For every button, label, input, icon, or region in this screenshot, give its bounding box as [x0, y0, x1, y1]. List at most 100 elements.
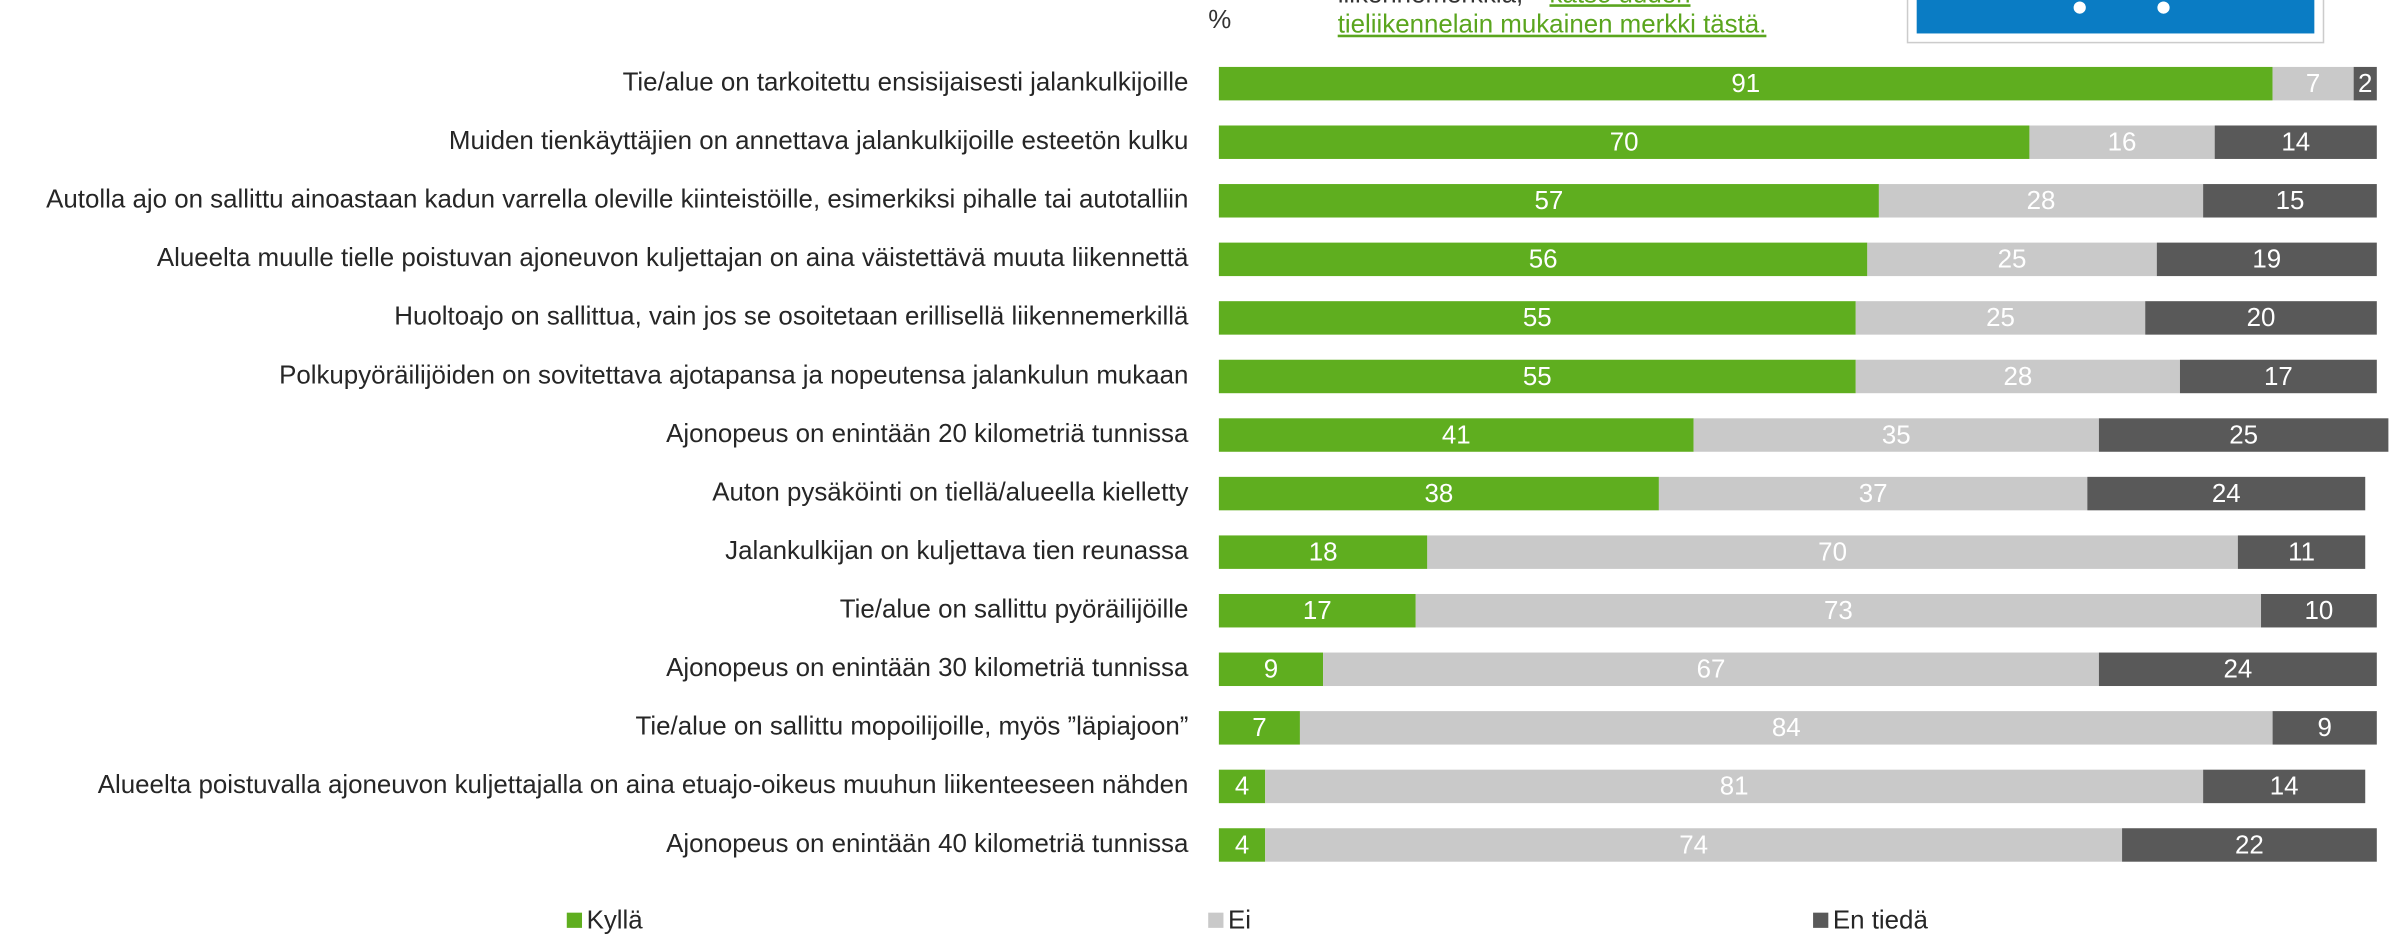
legend-label: En tiedä [1833, 907, 1929, 935]
bar-segment [2272, 66, 2354, 101]
bar-segment [1218, 535, 1428, 569]
value-label: 9 [1264, 656, 1278, 684]
value-label: 25 [1986, 304, 2015, 332]
value-label: 67 [1697, 656, 1726, 684]
value-label: 84 [1772, 714, 1801, 742]
bar-segment [2179, 359, 2377, 394]
legend-label: Ei [1228, 907, 1251, 935]
value-label: 37 [1859, 480, 1888, 508]
value-label: 14 [2281, 129, 2310, 157]
bar-segment [1218, 476, 1659, 511]
category-label: Tie/alue on sallittu mopoilijoille, myös… [636, 713, 1189, 741]
value-label: 2 [2358, 70, 2372, 98]
value-label: 70 [1818, 539, 1847, 567]
value-label: 55 [1523, 363, 1552, 391]
legend-label: Kyllä [587, 907, 644, 935]
bar-segment [2156, 242, 2377, 277]
value-label: 10 [2305, 597, 2334, 625]
bar-segment [2122, 828, 2377, 862]
category-label: Muiden tienkäyttäjien on annettava jalan… [449, 127, 1189, 155]
bar-segment [2145, 301, 2377, 335]
bar-segment [1693, 418, 2099, 452]
bar-segment [1218, 711, 1300, 745]
bar-segment [1299, 711, 2273, 745]
value-label: 35 [1882, 421, 1911, 449]
value-label: 28 [2003, 363, 2032, 391]
value-label: 81 [1720, 773, 1749, 801]
bar-segment [1218, 66, 2273, 101]
value-label: 25 [2229, 421, 2258, 449]
value-label: 56 [1529, 246, 1558, 274]
category-label: Tie/alue on sallittu pyöräilijöille [840, 596, 1189, 624]
category-label: Ajonopeus on enintään 40 kilometriä tunn… [666, 830, 1189, 858]
category-label: Alueelta poistuvalla ajoneuvon kuljettaj… [98, 771, 1189, 799]
bar-segment [2087, 476, 2366, 511]
category-label: Jalankulkijan on kuljettava tien reunass… [725, 537, 1189, 565]
value-label: 55 [1523, 304, 1552, 332]
traffic-sign [1906, 0, 2325, 44]
bar-segment [1878, 184, 2204, 218]
value-label: 24 [2212, 480, 2241, 508]
bar-segment [1427, 535, 2238, 569]
category-label: Ajonopeus on enintään 20 kilometriä tunn… [666, 420, 1189, 448]
value-label: 18 [1309, 539, 1338, 567]
legend-swatch [1208, 912, 1224, 928]
bar-segment [1855, 301, 2146, 335]
bar-segment [2214, 125, 2377, 159]
bar-segment [1218, 418, 1694, 452]
value-label: 4 [1235, 831, 1249, 859]
value-label: 57 [1534, 187, 1563, 215]
value-label: 20 [2247, 304, 2276, 332]
bar-segment [1658, 476, 2088, 511]
bar-segment [1867, 242, 2157, 277]
bar-segment [1218, 184, 1879, 218]
value-label: 7 [2306, 70, 2320, 98]
value-label: 22 [2235, 831, 2264, 859]
bar-segment [2261, 593, 2377, 628]
bar-segment [1218, 652, 1324, 687]
bar-segment [1855, 359, 2180, 394]
category-label: Polkupyöräilijöiden on sovitettava ajota… [279, 361, 1188, 389]
value-label: 91 [1731, 70, 1760, 98]
value-label: 28 [2027, 187, 2056, 215]
value-label: 41 [1442, 421, 1471, 449]
bar-segment [2203, 769, 2366, 804]
category-label: Ajonopeus on enintään 30 kilometriä tunn… [666, 654, 1189, 682]
value-label: 74 [1679, 831, 1708, 859]
annotation-prefix: liikennemerkkiä, [1338, 0, 1524, 8]
annotation-link[interactable]: katso uuden [1549, 0, 1690, 8]
value-label: 19 [2252, 246, 2281, 274]
category-label: Auton pysäköinti on tiellä/alueella kiel… [712, 478, 1188, 506]
value-label: 15 [2276, 187, 2305, 215]
value-label: 4 [1235, 773, 1249, 801]
bar-segment [1218, 242, 1868, 277]
legend-swatch [566, 912, 583, 928]
value-label: 17 [1303, 597, 1332, 625]
bar-segment [2029, 125, 2215, 159]
bar-segment [2237, 535, 2366, 569]
bar-segment [1218, 769, 1266, 804]
category-label: Huoltoajo on sallittua, vain jos se osoi… [394, 303, 1189, 331]
value-label: 24 [2223, 656, 2252, 684]
category-label: Autolla ajo on sallittu ainoastaan kadun… [46, 186, 1188, 214]
value-label: 16 [2108, 129, 2137, 157]
value-label: 9 [2318, 714, 2332, 742]
category-label: Tie/alue on tarkoitettu ensisijaisesti j… [623, 69, 1189, 97]
bar-segment [1218, 301, 1856, 335]
bar-segment [1218, 828, 1266, 862]
category-label: Alueelta muulle tielle poistuvan ajoneuv… [157, 244, 1189, 272]
bar-segment [2272, 711, 2377, 745]
value-label: 17 [2264, 363, 2293, 391]
bar-segment [2098, 418, 2389, 452]
bar-segment [1415, 593, 2262, 628]
value-label: 73 [1824, 597, 1853, 625]
bar-segment [2098, 652, 2377, 687]
bar-segment [2353, 66, 2377, 101]
value-label: 70 [1610, 129, 1639, 157]
value-label: 14 [2270, 773, 2299, 801]
bar-segment [1265, 828, 2123, 862]
bar-segment [1323, 652, 2099, 687]
annotation-link[interactable]: tieliikennelain mukainen merkki tästä. [1338, 11, 1767, 39]
bar-segment [1218, 125, 2030, 159]
